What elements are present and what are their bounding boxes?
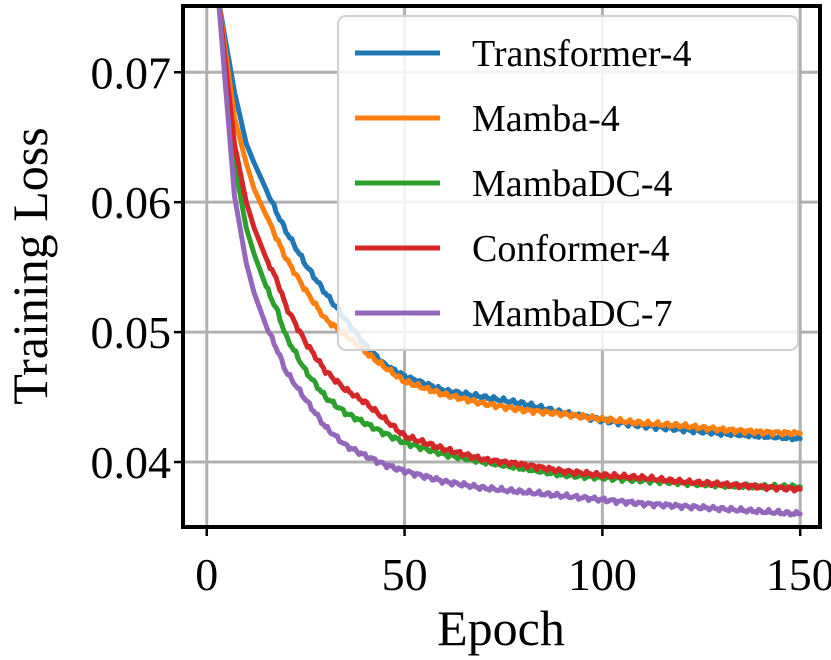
plot-frame	[181, 4, 822, 529]
legend-label: MambaDC-7	[472, 293, 673, 335]
x-tick-label: 100	[568, 549, 637, 600]
legend: Transformer-4 Mamba-4 MambaDC-4 Conformer-4…	[337, 15, 799, 351]
series-line-transformer-4	[216, 6, 803, 443]
y-tick-label: 0.05	[91, 307, 172, 358]
x-tick-label: 50	[382, 549, 428, 600]
series-line-conformer-4	[216, 6, 803, 494]
series-line-mambadc-7	[216, 6, 803, 518]
y-axis-label: Training Loss	[2, 127, 58, 404]
axis-ticks: 0 50 100 150 0.04 0.05 0.06 0.07	[91, 47, 831, 600]
x-tick-label: 0	[195, 549, 218, 600]
x-axis-label: Epoch	[437, 600, 565, 656]
legend-label: Conformer-4	[472, 228, 670, 270]
series-lines	[216, 6, 803, 518]
x-tick-label: 150	[766, 549, 831, 600]
legend-label: Mamba-4	[472, 98, 620, 140]
legend-label: MambaDC-4	[472, 163, 673, 205]
legend-label: Transformer-4	[472, 33, 691, 75]
series-line-mamba-4	[216, 6, 803, 438]
legend-box	[337, 15, 799, 351]
y-tick-label: 0.06	[91, 177, 172, 228]
y-tick-label: 0.04	[91, 437, 172, 488]
y-tick-label: 0.07	[91, 47, 172, 98]
